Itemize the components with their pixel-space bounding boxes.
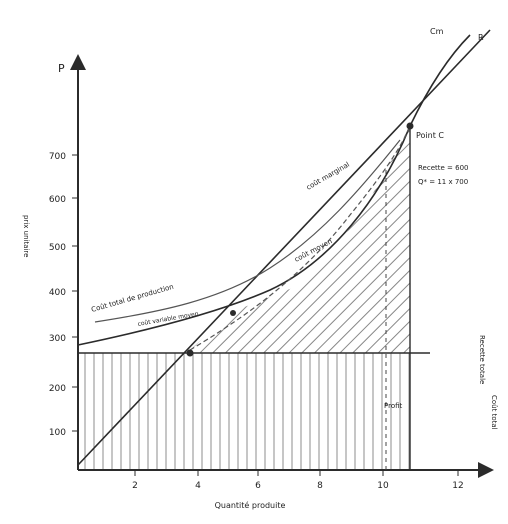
x-tick-label: 6 bbox=[255, 481, 261, 491]
y-tick-label: 600 bbox=[49, 195, 66, 205]
label-right-vertical-2: Coût total bbox=[490, 395, 498, 430]
y-tick-label: 400 bbox=[49, 288, 66, 298]
y-tick-label: 500 bbox=[49, 243, 66, 253]
lower-hatched-region bbox=[78, 353, 410, 470]
label-right-note-1: Recette = 600 bbox=[418, 164, 468, 172]
total-cost-curve bbox=[77, 34, 471, 346]
break-even-point bbox=[186, 349, 194, 357]
y-tick-label: 700 bbox=[49, 152, 66, 162]
x-tick-label: 4 bbox=[195, 481, 201, 491]
label-profit-zone: Profit bbox=[384, 402, 403, 410]
y-ticks: 100 200 300 400 500 600 700 bbox=[49, 152, 78, 438]
x-ticks: 2 4 6 8 10 12 bbox=[132, 470, 464, 491]
y-axis-symbol: P bbox=[58, 62, 65, 75]
x-tick-label: 12 bbox=[452, 481, 463, 491]
x-tick-label: 8 bbox=[317, 481, 323, 491]
x-tick-label: 2 bbox=[132, 481, 138, 491]
x-axis-title: Quantité produite bbox=[215, 500, 286, 510]
label-top-right-1: Cm bbox=[430, 27, 444, 36]
y-tick-label: 100 bbox=[49, 428, 66, 438]
marginal-cost-curve bbox=[189, 125, 411, 351]
upper-hatched-region bbox=[190, 126, 410, 353]
label-right-note-2: Q* = 11 x 700 bbox=[418, 178, 468, 186]
y-axis-title: prix unitaire bbox=[22, 215, 30, 257]
mid-point bbox=[230, 310, 236, 316]
critical-point bbox=[406, 122, 414, 130]
label-top-right-2: R bbox=[478, 33, 484, 42]
x-tick-label: 10 bbox=[377, 481, 389, 491]
y-tick-label: 300 bbox=[49, 334, 66, 344]
average-cost-curve bbox=[94, 139, 401, 323]
label-critical-point: Point C bbox=[416, 131, 444, 140]
label-marginal-cost: coût marginal bbox=[305, 161, 351, 192]
y-tick-label: 200 bbox=[49, 384, 66, 394]
label-right-vertical-1: Recette totale bbox=[478, 335, 486, 384]
